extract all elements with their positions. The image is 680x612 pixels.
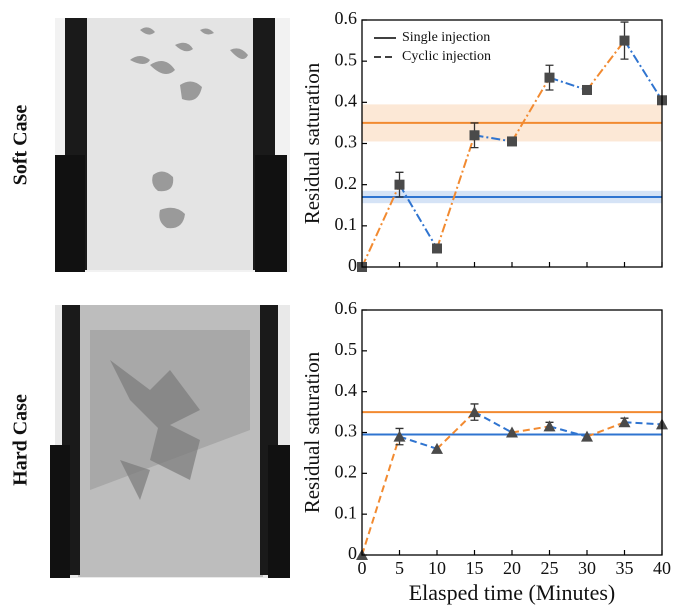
y-tick-label: 0.3 — [335, 421, 358, 441]
legend-label: Single injection — [402, 30, 490, 45]
marker — [506, 426, 518, 438]
y-tick-label: 0.2 — [335, 173, 358, 193]
marker — [469, 130, 480, 141]
marker — [543, 420, 556, 432]
line-segment — [474, 411, 513, 434]
marker — [431, 442, 443, 454]
line-segment — [549, 76, 588, 91]
marker — [582, 84, 592, 95]
y-tick-label: 0.6 — [335, 8, 358, 28]
line-segment — [399, 435, 438, 450]
legend-label: Cyclic injection — [402, 49, 491, 64]
y-tick-label: 0.3 — [335, 132, 358, 152]
plot-frame — [361, 309, 663, 556]
x-tick-label: 20 — [503, 558, 521, 578]
plot-frame — [361, 19, 663, 268]
x-tick-label: 10 — [428, 558, 446, 578]
x-tick-label: 25 — [541, 558, 559, 578]
x-axis-label: Elasped time (Minutes) — [409, 580, 616, 605]
line-segment — [361, 184, 401, 268]
x-tick-label: 30 — [578, 558, 596, 578]
y-axis-label: Residual saturation — [300, 62, 324, 224]
y-tick-label: 0.5 — [335, 339, 358, 359]
line-segment — [436, 134, 476, 249]
marker — [544, 72, 555, 83]
y-tick-label: 0.6 — [335, 298, 358, 318]
y-tick-label: 0.1 — [335, 214, 358, 234]
line-segment — [623, 40, 663, 101]
marker — [507, 136, 517, 147]
marker — [618, 416, 631, 428]
x-tick-label: 0 — [358, 558, 367, 578]
x-tick-label: 5 — [395, 558, 404, 578]
y-tick-label: 0.2 — [335, 461, 358, 481]
x-tick-label: 35 — [616, 558, 634, 578]
soft-case-image — [55, 18, 290, 272]
line-segment — [586, 39, 626, 91]
marker — [468, 406, 481, 418]
y-tick-label: 0.1 — [335, 502, 358, 522]
marker — [581, 430, 593, 442]
line-segment — [361, 436, 401, 556]
y-tick-label: 0.4 — [335, 380, 358, 400]
y-tick-label: 0 — [348, 543, 357, 563]
y-axis-label: Residual saturation — [300, 351, 324, 513]
line-segment — [549, 425, 588, 438]
line-segment — [586, 421, 625, 438]
line-segment — [511, 425, 550, 434]
x-tick-label: 15 — [466, 558, 484, 578]
marker — [619, 35, 630, 46]
y-tick-label: 0.5 — [335, 49, 358, 69]
y-tick-label: 0.4 — [335, 90, 358, 110]
line-segment — [436, 411, 476, 450]
line-segment — [474, 134, 513, 143]
row-label: Hard Case — [10, 394, 32, 486]
row-label: Soft Case — [10, 105, 32, 186]
line-segment — [624, 421, 663, 426]
marker — [393, 430, 406, 442]
marker — [432, 243, 442, 254]
y-tick-label: 0 — [348, 255, 357, 275]
x-tick-label: 40 — [653, 558, 671, 578]
marker — [394, 179, 405, 190]
line-segment — [398, 184, 438, 249]
hard-case-image — [50, 305, 290, 578]
line-segment — [511, 77, 551, 142]
